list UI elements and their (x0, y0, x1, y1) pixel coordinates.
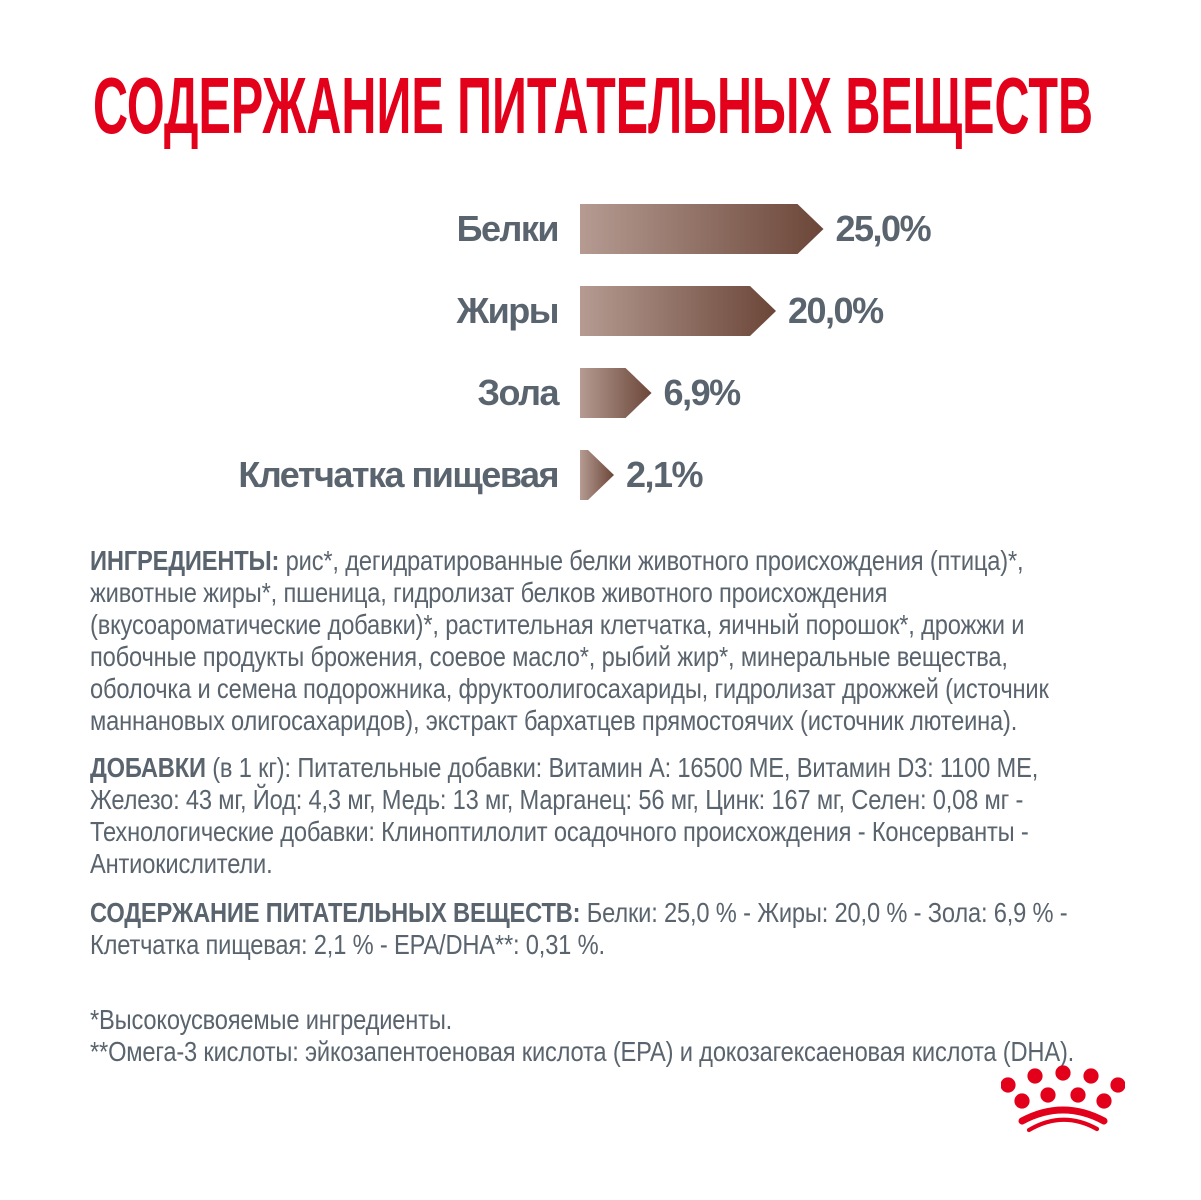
footnote-omega3: **Омега-3 кислоты: эйкозапентоеновая кис… (90, 1036, 1075, 1067)
bar-value-fat: 20,0% (788, 290, 884, 331)
additives-unit-note: (в 1 кг): (212, 752, 291, 783)
additives-paragraph: ДОБАВКИ (в 1 кг): Питательные добавки: В… (90, 752, 1114, 880)
bar-fat (580, 286, 776, 336)
bar-value-ash: 6,9% (663, 372, 742, 413)
footnotes-block: *Высокоусвояемые ингредиенты. **Омега-3 … (90, 1004, 1114, 1068)
bar-row-fibre: Клетчатка пищевая 2,1% (0, 450, 1100, 500)
bar-value-protein: 25,0% (835, 208, 932, 249)
additives-body: Питательные добавки: Витамин A: 16500 МЕ… (90, 752, 1039, 879)
bar-label-protein: Белки (456, 208, 560, 249)
bar-row-protein: Белки 25,0% (0, 204, 1100, 254)
analysis-heading: СОДЕРЖАНИЕ ПИТАТЕЛЬНЫХ ВЕЩЕСТВ: (90, 897, 581, 928)
bar-fibre (580, 450, 614, 500)
bar-label-fibre: Клетчатка пищевая (238, 454, 559, 495)
bar-row-ash: Зола 6,9% (0, 368, 1100, 418)
page-title: СОДЕРЖАНИЕ ПИТАТЕЛЬНЫХ ВЕЩЕСТВ (93, 61, 1093, 150)
bar-value-fibre: 2,1% (626, 454, 704, 495)
bar-ash (580, 368, 652, 418)
bar-label-fat: Жиры (456, 290, 560, 331)
ingredients-paragraph: ИНГРЕДИЕНТЫ: рис*, дегидратированные бел… (90, 545, 1114, 737)
ingredients-body: рис*, дегидратированные белки животного … (90, 545, 1049, 736)
footnote-digestible: *Высокоусвояемые ингредиенты. (90, 1004, 453, 1035)
nutrition-bar-chart: Белки 25,0% Жиры 20,0% Зола 6,9% Клетчат… (0, 204, 1100, 532)
bar-label-ash: Зола (477, 372, 559, 413)
bar-protein (580, 204, 824, 254)
royal-canin-crown-logo (1001, 1065, 1125, 1133)
analysis-paragraph: СОДЕРЖАНИЕ ПИТАТЕЛЬНЫХ ВЕЩЕСТВ: Белки: 2… (90, 897, 1114, 961)
bar-row-fat: Жиры 20,0% (0, 286, 1100, 336)
ingredients-heading: ИНГРЕДИЕНТЫ: (90, 545, 280, 576)
label-text-block: ИНГРЕДИЕНТЫ: рис*, дегидратированные бел… (90, 545, 1114, 1068)
title-banner: СОДЕРЖАНИЕ ПИТАТЕЛЬНЫХ ВЕЩЕСТВ (93, 61, 1093, 150)
analysis-body: Белки: 25,0 % - Жиры: 20,0 % - Зола: 6,9… (90, 897, 1068, 960)
additives-heading: ДОБАВКИ (90, 752, 206, 783)
